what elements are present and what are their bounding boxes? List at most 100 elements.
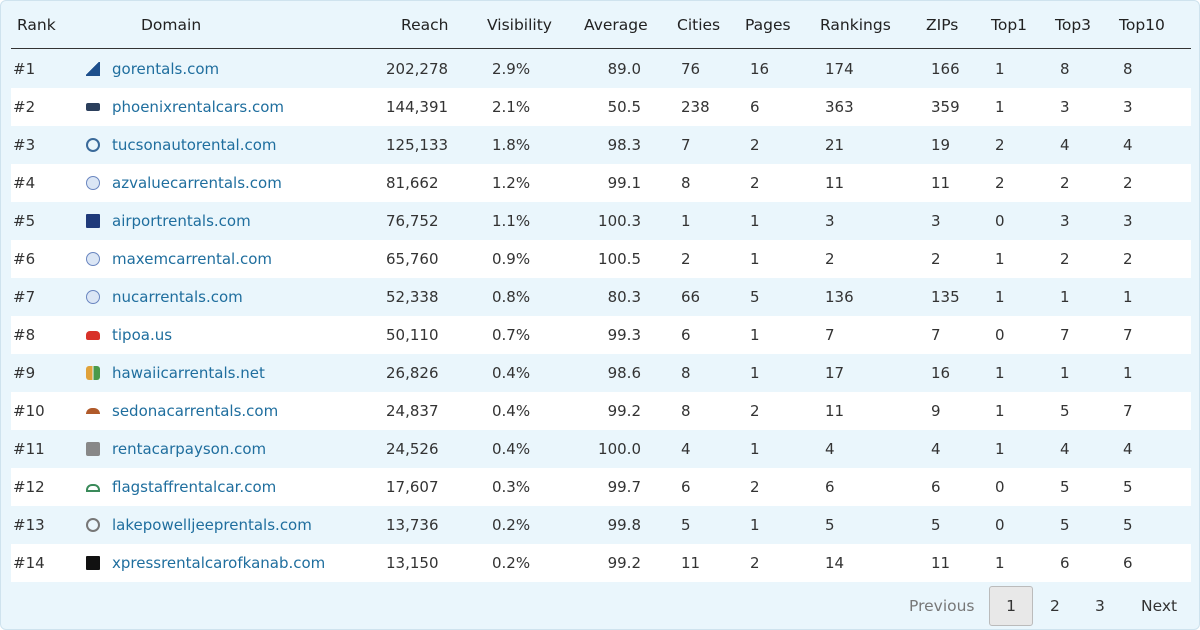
cities-cell: 6: [681, 478, 691, 496]
next-button[interactable]: Next: [1141, 597, 1178, 615]
domain-cell[interactable]: maxemcarrental.com: [112, 250, 273, 268]
top1-cell: 0: [995, 478, 1005, 496]
rankings-cell: 363: [825, 98, 854, 116]
rankings-cell: 11: [825, 174, 845, 192]
pages-cell: 2: [750, 554, 760, 572]
rank-cell: #9: [13, 364, 36, 382]
top10-cell: 3: [1123, 98, 1133, 116]
top1-cell: 0: [995, 516, 1005, 534]
average-cell: 50.5: [607, 98, 641, 116]
cities-cell: 6: [681, 326, 691, 344]
average-cell: 98.6: [607, 364, 641, 382]
domain-cell[interactable]: xpressrentalcarofkanab.com: [112, 554, 326, 572]
domain-cell[interactable]: sedonacarrentals.com: [112, 402, 279, 420]
column-header: Rankings: [820, 16, 891, 34]
top10-cell: 2: [1123, 174, 1133, 192]
cities-cell: 76: [681, 60, 701, 78]
cities-cell: 8: [681, 174, 691, 192]
favicon: [86, 556, 100, 570]
top1-cell: 1: [995, 250, 1005, 268]
domain-cell[interactable]: lakepowelljeeprentals.com: [112, 516, 312, 534]
zips-cell: 7: [931, 326, 941, 344]
top10-cell: 3: [1123, 212, 1133, 230]
domain-cell[interactable]: tucsonautorental.com: [112, 136, 277, 154]
reach-cell: 81,662: [386, 174, 439, 192]
visibility-cell: 1.2%: [492, 174, 531, 192]
domain-cell[interactable]: airportrentals.com: [112, 212, 251, 230]
visibility-cell: 0.2%: [492, 554, 531, 572]
top3-cell: 1: [1060, 288, 1070, 306]
visibility-cell: 0.9%: [492, 250, 531, 268]
page-button[interactable]: 2: [1050, 597, 1060, 615]
top1-cell: 1: [995, 440, 1005, 458]
column-header: Top10: [1119, 16, 1165, 34]
domain-cell[interactable]: flagstaffrentalcar.com: [112, 478, 277, 496]
rank-cell: #4: [13, 174, 36, 192]
favicon: [86, 62, 100, 76]
average-cell: 99.8: [607, 516, 641, 534]
top1-cell: 1: [995, 402, 1005, 420]
top10-cell: 4: [1123, 440, 1133, 458]
column-header: Top3: [1055, 16, 1092, 34]
rankings-cell: 136: [825, 288, 854, 306]
column-header: Rank: [17, 16, 56, 34]
zips-cell: 11: [931, 174, 951, 192]
top1-cell: 0: [995, 326, 1005, 344]
column-header: Visibility: [487, 16, 552, 34]
table-row: #14 xpressrentalcarofkanab.com 13,150 0.2% 9…: [11, 544, 1191, 582]
domain-cell[interactable]: tipoa.us: [112, 326, 173, 344]
prev-button[interactable]: Previous: [909, 597, 975, 615]
rank-cell: #11: [13, 440, 45, 458]
zips-cell: 11: [931, 554, 951, 572]
top10-cell: 5: [1123, 516, 1133, 534]
pages-cell: 2: [750, 136, 760, 154]
top3-cell: 8: [1060, 60, 1070, 78]
top1-cell: 1: [995, 288, 1005, 306]
visibility-cell: 1.1%: [492, 212, 531, 230]
domain-cell[interactable]: hawaiicarrentals.net: [112, 364, 265, 382]
reach-cell: 76,752: [386, 212, 439, 230]
table-row: #10 sedonacarrentals.com 24,837 0.4% 99.2 8 2 1…: [11, 392, 1191, 430]
top10-cell: 4: [1123, 136, 1133, 154]
column-header: ZIPs: [926, 16, 959, 34]
domain-cell[interactable]: rentacarpayson.com: [112, 440, 267, 458]
reach-cell: 17,607: [386, 478, 439, 496]
rankings-cell: 4: [825, 440, 835, 458]
top10-cell: 6: [1123, 554, 1133, 572]
pages-cell: 1: [750, 440, 760, 458]
header-rule: [11, 48, 1191, 49]
table-row: #7 nucarrentals.com 52,338 0.8% 80.3 66 5 136 13…: [11, 278, 1191, 316]
domain-cell[interactable]: azvaluecarrentals.com: [112, 174, 282, 192]
table-row: #8 tipoa.us 50,110 0.7% 99.3 6 1 7 7 0 7 7: [11, 316, 1191, 354]
rank-cell: #13: [13, 516, 45, 534]
cities-cell: 1: [681, 212, 691, 230]
domain-cell[interactable]: phoenixrentalcars.com: [112, 98, 285, 116]
top10-cell: 7: [1123, 402, 1133, 420]
top3-cell: 5: [1060, 402, 1070, 420]
reach-cell: 144,391: [386, 98, 449, 116]
column-header: Reach: [401, 16, 449, 34]
top10-cell: 1: [1123, 288, 1133, 306]
visibility-cell: 0.4%: [492, 364, 531, 382]
favicon: [86, 138, 100, 152]
table-row: #1 gorentals.com 202,278 2.9% 89.0 76 16 174 166…: [11, 50, 1191, 88]
rankings-cell: 5: [825, 516, 835, 534]
top1-cell: 1: [995, 60, 1005, 78]
reach-cell: 65,760: [386, 250, 439, 268]
page-button[interactable]: 3: [1095, 597, 1105, 615]
page-button-current[interactable]: 1: [989, 586, 1033, 626]
pages-cell: 6: [750, 98, 760, 116]
rank-cell: #12: [13, 478, 45, 496]
cities-cell: 2: [681, 250, 691, 268]
domain-cell[interactable]: gorentals.com: [112, 60, 220, 78]
rankings-cell: 11: [825, 402, 845, 420]
favicon: [86, 408, 100, 414]
top10-cell: 8: [1123, 60, 1133, 78]
zips-cell: 4: [931, 440, 941, 458]
rank-cell: #7: [13, 288, 36, 306]
top3-cell: 7: [1060, 326, 1070, 344]
top10-cell: 5: [1123, 478, 1133, 496]
reach-cell: 26,826: [386, 364, 439, 382]
visibility-cell: 2.9%: [492, 60, 531, 78]
domain-cell[interactable]: nucarrentals.com: [112, 288, 243, 306]
